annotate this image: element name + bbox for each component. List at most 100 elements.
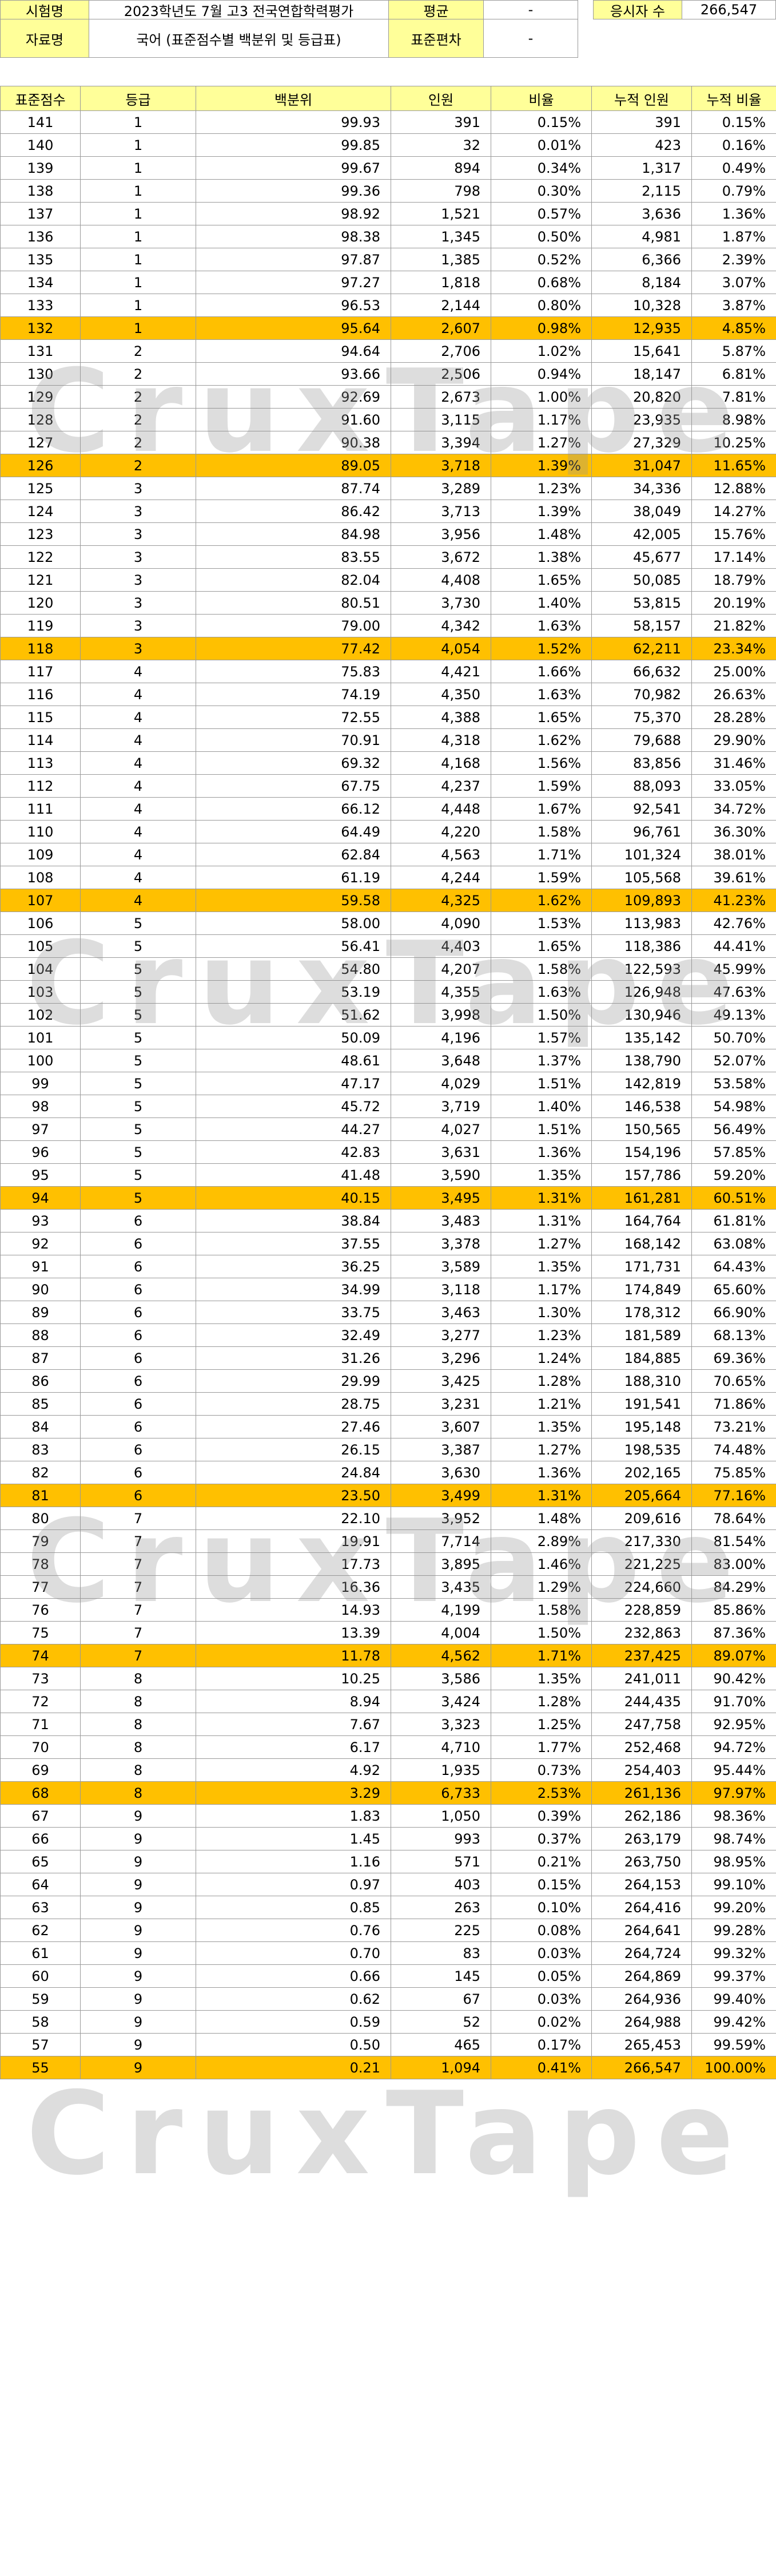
- table-row: 130 2 93.66 2,506 0.94% 18,147 6.81%: [0, 362, 776, 386]
- cell-ratio: 0.52%: [491, 248, 592, 271]
- cell-grade: 6: [80, 1392, 196, 1416]
- cell-percentile: 10.25: [196, 1667, 391, 1690]
- cell-grade: 1: [80, 202, 196, 225]
- column-header-grade: 등급: [80, 86, 196, 111]
- cell-ratio: 0.80%: [491, 294, 592, 317]
- table-row: 124 3 86.42 3,713 1.39% 38,049 14.27%: [0, 500, 776, 523]
- cell-cumulative-count: 164,764: [591, 1209, 692, 1232]
- cell-cumulative-ratio: 41.23%: [691, 889, 776, 912]
- table-row: 92 6 37.55 3,378 1.27% 168,142 63.08%: [0, 1232, 776, 1255]
- cell-grade: 6: [80, 1369, 196, 1393]
- cell-ratio: 1.31%: [491, 1484, 592, 1507]
- table-row: 91 6 36.25 3,589 1.35% 171,731 64.43%: [0, 1255, 776, 1278]
- cell-ratio: 1.27%: [491, 431, 592, 454]
- cell-ratio: 0.17%: [491, 2033, 592, 2056]
- cell-standard-score: 65: [0, 1850, 81, 1873]
- cell-cumulative-ratio: 33.05%: [691, 774, 776, 798]
- cell-grade: 7: [80, 1598, 196, 1622]
- cell-standard-score: 124: [0, 500, 81, 523]
- cell-cumulative-ratio: 49.13%: [691, 1003, 776, 1027]
- cell-percentile: 93.66: [196, 362, 391, 386]
- cell-cumulative-ratio: 66.90%: [691, 1301, 776, 1324]
- cell-count: 4,027: [391, 1117, 491, 1141]
- cell-ratio: 0.68%: [491, 271, 592, 294]
- cell-ratio: 1.35%: [491, 1415, 592, 1438]
- cell-standard-score: 82: [0, 1461, 81, 1484]
- cell-grade: 1: [80, 271, 196, 294]
- cell-grade: 6: [80, 1346, 196, 1370]
- cell-cumulative-count: 264,641: [591, 1919, 692, 1942]
- table-header-row: 표준점수 등급 백분위 인원 비율 누적 인원 누적 비율: [0, 86, 776, 111]
- cell-ratio: 1.17%: [491, 1278, 592, 1301]
- cell-ratio: 1.63%: [491, 614, 592, 637]
- cell-count: 3,895: [391, 1552, 491, 1576]
- cell-grade: 6: [80, 1323, 196, 1347]
- cell-standard-score: 106: [0, 911, 81, 935]
- cell-standard-score: 125: [0, 477, 81, 500]
- cell-ratio: 1.23%: [491, 477, 592, 500]
- cell-grade: 9: [80, 2010, 196, 2034]
- cell-cumulative-count: 265,453: [591, 2033, 692, 2056]
- cell-standard-score: 68: [0, 1781, 81, 1805]
- cell-ratio: 0.30%: [491, 179, 592, 203]
- cell-cumulative-count: 237,425: [591, 1644, 692, 1667]
- cell-ratio: 0.98%: [491, 316, 592, 340]
- cell-percentile: 90.38: [196, 431, 391, 454]
- cell-standard-score: 130: [0, 362, 81, 386]
- cell-count: 3,952: [391, 1507, 491, 1530]
- cell-standard-score: 108: [0, 866, 81, 889]
- cell-standard-score: 101: [0, 1026, 81, 1049]
- cell-cumulative-ratio: 10.25%: [691, 431, 776, 454]
- cell-ratio: 1.21%: [491, 1392, 592, 1416]
- cell-grade: 9: [80, 1850, 196, 1873]
- table-row: 86 6 29.99 3,425 1.28% 188,310 70.65%: [0, 1369, 776, 1393]
- cell-percentile: 45.72: [196, 1095, 391, 1118]
- cell-cumulative-count: 224,660: [591, 1575, 692, 1599]
- cell-cumulative-count: 101,324: [591, 843, 692, 866]
- cell-ratio: 1.62%: [491, 889, 592, 912]
- cell-ratio: 1.30%: [491, 1301, 592, 1324]
- cell-percentile: 0.85: [196, 1896, 391, 1919]
- cell-cumulative-count: 10,328: [591, 294, 692, 317]
- cell-count: 3,586: [391, 1667, 491, 1690]
- cell-ratio: 1.48%: [491, 522, 592, 546]
- cell-count: 3,387: [391, 1438, 491, 1461]
- table-row: 58 9 0.59 52 0.02% 264,988 99.42%: [0, 2010, 776, 2034]
- cell-grade: 9: [80, 1964, 196, 1988]
- cell-standard-score: 89: [0, 1301, 81, 1324]
- cell-standard-score: 91: [0, 1255, 81, 1278]
- cell-ratio: 1.24%: [491, 1346, 592, 1370]
- cell-grade: 2: [80, 362, 196, 386]
- cell-ratio: 1.59%: [491, 774, 592, 798]
- cell-grade: 4: [80, 797, 196, 821]
- table-row: 100 5 48.61 3,648 1.37% 138,790 52.07%: [0, 1049, 776, 1072]
- cell-cumulative-ratio: 75.85%: [691, 1461, 776, 1484]
- cell-count: 4,421: [391, 660, 491, 683]
- cell-count: 3,277: [391, 1323, 491, 1347]
- cell-grade: 3: [80, 477, 196, 500]
- cell-count: 6,733: [391, 1781, 491, 1805]
- cell-cumulative-count: 23,935: [591, 408, 692, 431]
- cell-count: 4,710: [391, 1735, 491, 1759]
- column-header-cumulative-count: 누적 인원: [591, 86, 692, 111]
- cell-grade: 6: [80, 1484, 196, 1507]
- cell-percentile: 96.53: [196, 294, 391, 317]
- cell-percentile: 77.42: [196, 637, 391, 660]
- cell-standard-score: 132: [0, 316, 81, 340]
- cell-percentile: 99.67: [196, 156, 391, 180]
- cell-cumulative-ratio: 31.46%: [691, 751, 776, 775]
- table-row: 104 5 54.80 4,207 1.58% 122,593 45.99%: [0, 957, 776, 981]
- cell-cumulative-count: 135,142: [591, 1026, 692, 1049]
- cell-cumulative-ratio: 47.63%: [691, 980, 776, 1004]
- cell-ratio: 1.77%: [491, 1735, 592, 1759]
- cell-cumulative-count: 228,859: [591, 1598, 692, 1622]
- cell-ratio: 1.65%: [491, 934, 592, 958]
- cell-percentile: 67.75: [196, 774, 391, 798]
- cell-cumulative-ratio: 7.81%: [691, 385, 776, 409]
- cell-ratio: 1.40%: [491, 591, 592, 615]
- cell-standard-score: 129: [0, 385, 81, 409]
- cell-cumulative-ratio: 64.43%: [691, 1255, 776, 1278]
- table-row: 132 1 95.64 2,607 0.98% 12,935 4.85%: [0, 316, 776, 340]
- cell-standard-score: 137: [0, 202, 81, 225]
- cell-cumulative-ratio: 52.07%: [691, 1049, 776, 1072]
